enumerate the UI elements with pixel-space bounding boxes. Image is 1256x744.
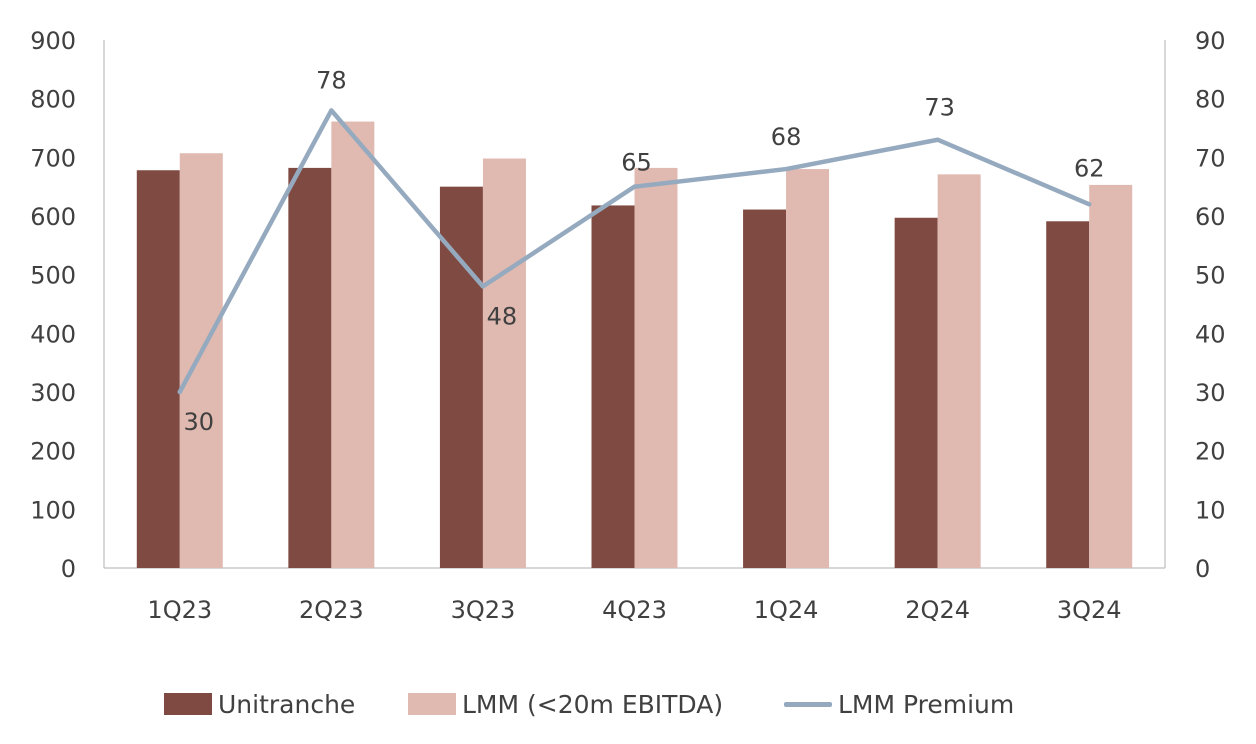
legend-item-lmm-premium: LMM Premium	[784, 682, 1014, 726]
bar-lmm	[482, 158, 526, 569]
y-left-tick-label: 200	[30, 438, 76, 466]
y-left-tick-label: 600	[30, 203, 76, 231]
y-right-tick-label: 90	[1195, 27, 1226, 55]
legend-line-lmm-premium	[784, 701, 832, 707]
y-left-tick-label: 700	[30, 144, 76, 172]
data-label-lmm-premium: 62	[1074, 154, 1105, 182]
bar-unitranche	[894, 217, 938, 568]
data-label-lmm-premium: 48	[487, 302, 518, 330]
bar-unitranche	[288, 167, 332, 569]
y-right-tick-label: 40	[1195, 320, 1226, 348]
line-lmm-premium	[177, 108, 1092, 395]
data-label-lmm-premium: 68	[771, 123, 802, 151]
legend-item-lmm: LMM (<20m EBITDA)	[408, 682, 723, 726]
data-label-lmm-premium: 73	[924, 94, 955, 122]
data-label-lmm-premium: 30	[184, 408, 215, 436]
y-left-tick-label: 300	[30, 379, 76, 407]
y-right-tick-label: 80	[1195, 86, 1226, 114]
bar-lmm	[331, 121, 375, 569]
y-left-tick-label: 0	[61, 555, 76, 583]
y-right-tick-label: 60	[1195, 203, 1226, 231]
legend-swatch-lmm	[408, 693, 456, 715]
legend: Unitranche LMM (<20m EBITDA) LMM Premium	[0, 682, 1256, 726]
bar-unitranche	[1046, 221, 1090, 568]
x-tick-label: 2Q24	[905, 596, 970, 624]
data-label-lmm-premium: 78	[316, 66, 347, 94]
bar-unitranche	[439, 186, 483, 568]
y-left-tick-label: 500	[30, 262, 76, 290]
y-right-tick-label: 0	[1195, 555, 1210, 583]
x-tick-label: 3Q24	[1057, 596, 1122, 624]
x-tick-label: 2Q23	[299, 596, 364, 624]
x-tick-label: 1Q23	[147, 596, 212, 624]
y-right-tick-label: 50	[1195, 262, 1226, 290]
x-tick-label: 1Q24	[754, 596, 819, 624]
legend-label-lmm-premium: LMM Premium	[838, 689, 1015, 719]
bar-lmm	[1089, 184, 1133, 568]
bar-lmm	[786, 169, 830, 569]
y-right-tick-label: 30	[1195, 379, 1226, 407]
y-right-tick-label: 20	[1195, 438, 1226, 466]
y-left-tick-label: 900	[30, 27, 76, 55]
x-tick-label: 3Q23	[451, 596, 516, 624]
bar-unitranche	[591, 205, 635, 568]
bar-lmm	[937, 174, 981, 568]
legend-label-lmm: LMM (<20m EBITDA)	[462, 689, 724, 719]
x-tick-label: 4Q23	[602, 596, 667, 624]
y-left-tick-label: 100	[30, 496, 76, 524]
chart-plot: 0 100 200 300 400 500 600 700 800 900 0 10 20 30 40 50 6…	[30, 27, 1226, 624]
data-label-lmm-premium: 65	[621, 149, 652, 177]
y-right-tick-label: 10	[1195, 496, 1226, 524]
bar-lmm	[634, 167, 678, 569]
legend-item-unitranche: Unitranche	[164, 682, 355, 726]
bar-unitranche	[136, 170, 180, 569]
y-left-tick-label: 800	[30, 86, 76, 114]
bar-unitranche	[743, 209, 787, 568]
legend-swatch-unitranche	[164, 693, 212, 715]
legend-label-unitranche: Unitranche	[218, 689, 356, 719]
bar-lmm	[179, 153, 223, 568]
y-right-tick-label: 70	[1195, 144, 1226, 172]
y-left-tick-label: 400	[30, 320, 76, 348]
